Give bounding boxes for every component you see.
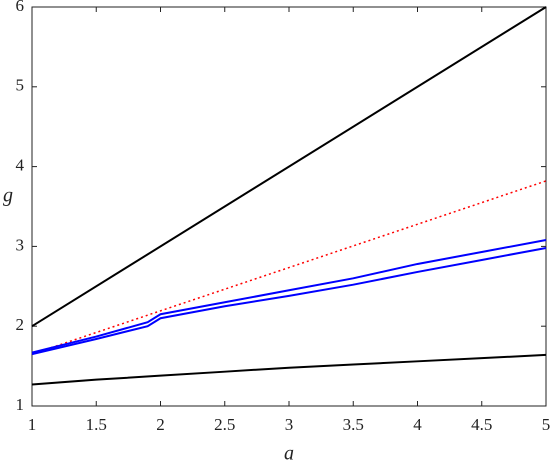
line <box>31 353 547 386</box>
y-tick-label: 1 <box>16 395 25 414</box>
x-axis-label: a <box>284 443 294 465</box>
line <box>31 239 547 354</box>
y-tick-label: 2 <box>16 315 25 334</box>
plot-frame <box>31 6 547 407</box>
line <box>31 6 547 328</box>
y-tick-label: 6 <box>16 0 25 15</box>
x-tick-label: 2.5 <box>214 415 235 434</box>
x-tick-label: 5 <box>542 415 551 434</box>
x-tick-label: 3.5 <box>343 415 364 434</box>
x-tick-label: 4.5 <box>471 415 492 434</box>
y-tick-label: 3 <box>16 235 25 254</box>
x-tick-label: 3 <box>285 415 294 434</box>
line <box>31 180 547 355</box>
x-tick-label: 2 <box>156 415 165 434</box>
y-axis-label: g <box>3 185 13 207</box>
y-tick-label: 4 <box>16 156 25 175</box>
y-tick-label: 5 <box>16 76 25 95</box>
x-tick-label: 1 <box>28 415 37 434</box>
line <box>31 247 547 356</box>
x-tick-label: 1.5 <box>86 415 107 434</box>
x-tick-label: 4 <box>413 415 422 434</box>
